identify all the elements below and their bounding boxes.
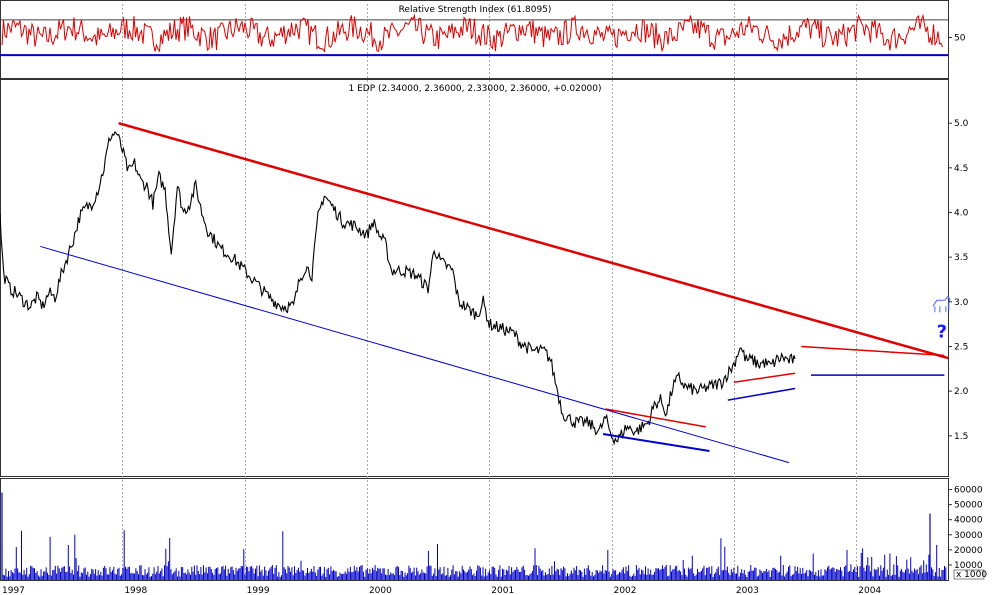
price-line <box>0 130 796 446</box>
question-mark-annotation: ? <box>937 322 947 343</box>
rsi-panel <box>0 13 948 57</box>
year-label: 1997 <box>2 586 25 595</box>
volume-tick-label: 50000 <box>954 501 983 511</box>
annotations: ? <box>932 295 951 343</box>
price-tick-label: 5.0 <box>954 119 969 129</box>
price-tick-label: 4.0 <box>954 209 969 219</box>
price-tick-label: 4.5 <box>954 164 968 174</box>
panel-frame <box>0 79 949 477</box>
price-tick-label: 3.0 <box>954 298 969 308</box>
year-label: 2002 <box>614 586 637 595</box>
year-label: 1999 <box>247 586 270 595</box>
price-panel <box>0 130 796 446</box>
year-label: 1998 <box>124 586 147 595</box>
volume-tick-label: 40000 <box>954 516 983 526</box>
trendlines <box>40 121 949 464</box>
price-title: 1 EDP (2.34000, 2.36000, 2.33000, 2.3600… <box>348 84 601 94</box>
volume-unit-box <box>953 569 985 580</box>
axis-labels: 1.5 2.0 2.5 3.0 3.5 4.0 4.5 5.0 50 10000 20000 3000… <box>2 34 987 595</box>
price-tick-label: 2.5 <box>954 342 968 352</box>
year-label: 2001 <box>491 586 514 595</box>
volume-tick-label: 20000 <box>954 546 983 556</box>
volume-tick-label: 60000 <box>954 486 983 496</box>
rsi-title: Relative Strength Index (61.8095) <box>399 5 552 15</box>
trendline <box>602 433 710 452</box>
year-label: 2004 <box>858 586 881 595</box>
price-tick-label: 1.5 <box>954 432 968 442</box>
price-tick-label: 2.0 <box>954 387 969 397</box>
trendline <box>605 408 706 428</box>
volume-panel <box>1 492 947 580</box>
trendline <box>801 345 945 357</box>
trendline <box>727 387 796 401</box>
trendline <box>733 372 796 383</box>
price-grid <box>122 4 857 580</box>
volume-tick-label: 30000 <box>954 531 983 541</box>
rsi-line <box>1 13 943 53</box>
year-label: 2000 <box>369 586 392 595</box>
panel-frame <box>0 0 949 79</box>
price-tick-label: 3.5 <box>954 253 968 263</box>
rsi-tick-label: 50 <box>954 34 966 44</box>
volume-tick-label: 10000 <box>954 561 983 571</box>
trendline <box>40 245 790 464</box>
panel-frame <box>0 478 949 581</box>
trendline <box>118 121 949 360</box>
volume-unit-label: x 1000 <box>956 570 987 580</box>
panel-frames <box>0 0 949 581</box>
bull-icon <box>932 295 951 313</box>
year-label: 2003 <box>736 586 759 595</box>
